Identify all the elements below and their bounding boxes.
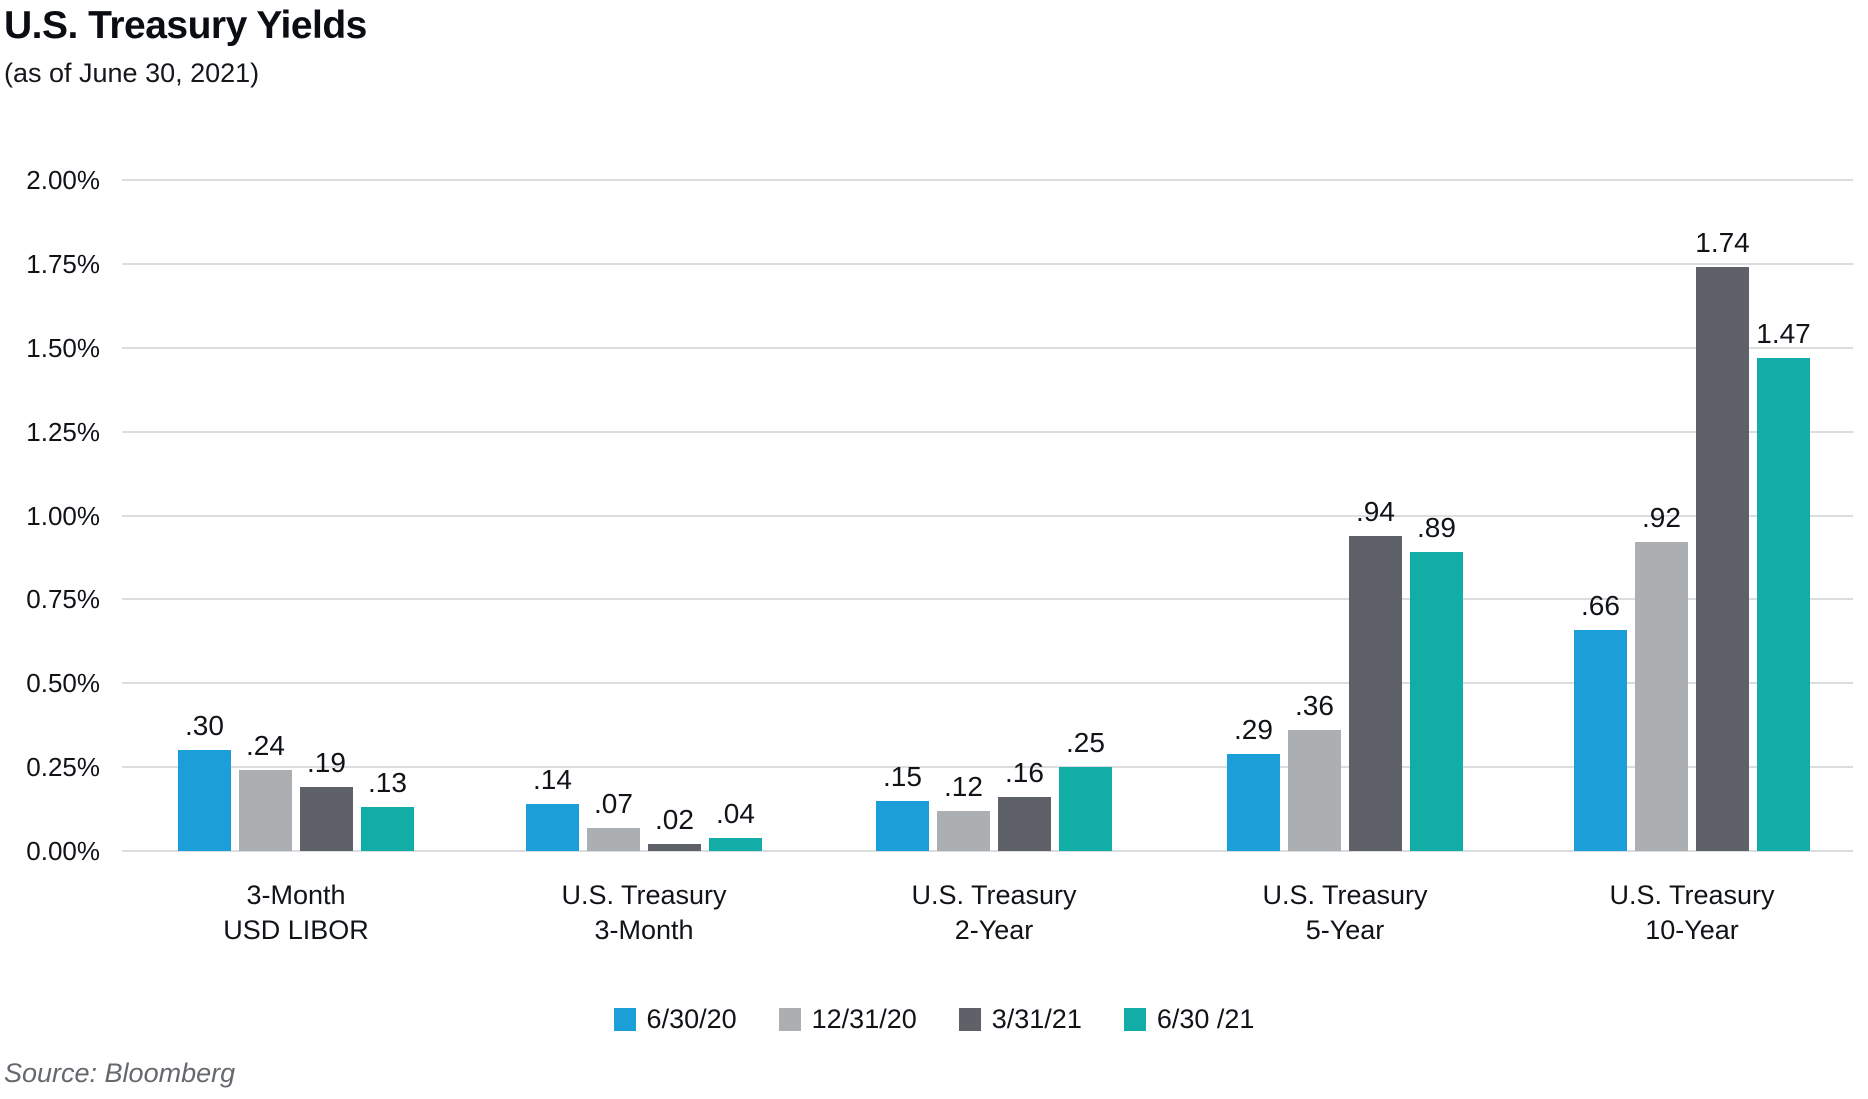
bar-63021-group2 [709,837,762,851]
bar-value-label: .15 [883,760,922,792]
bar-value-label: .36 [1295,690,1334,722]
gridline [122,262,1853,265]
bar-123120-group2 [587,827,640,851]
bar-value-label: 1.47 [1756,317,1811,349]
legend-label: 3/31/21 [991,1003,1082,1034]
bar-33121-group3 [998,797,1051,851]
x-axis-category-label: U.S. Treasury 5-Year [1262,880,1428,945]
y-axis-tick-label: 0.50% [26,668,100,699]
bar-63021-group3 [1059,767,1112,851]
bar-value-label: .25 [1066,727,1105,759]
x-axis-category-label: U.S. Treasury 2-Year [911,880,1077,945]
gridline [122,430,1853,433]
bar-value-label: .02 [655,804,694,836]
legend-label: 6/30/20 [646,1003,737,1034]
bar-value-label: .30 [185,710,224,742]
bar-value-label: .94 [1356,495,1395,527]
gridline [122,346,1853,349]
bar-value-label: .92 [1642,502,1681,534]
legend-label: 12/31/20 [811,1003,917,1034]
y-axis-tick-label: 2.00% [26,165,100,195]
gridline [122,850,1853,852]
bar-123120-group5 [1635,542,1688,851]
bar-value-label: .04 [716,797,755,829]
y-axis-tick-label: 1.50% [26,332,100,363]
bar-value-label: 1.74 [1695,227,1750,259]
legend: 6/30/20 12/31/20 3/31/21 6/30 /21 [0,1002,1868,1036]
bar-63020-group1 [178,750,231,851]
y-axis-tick-label: 0.75% [26,584,100,615]
bar-63021-group5 [1757,357,1810,851]
bar-value-label: .29 [1234,713,1273,745]
bar-value-label: .89 [1417,512,1456,544]
x-axis-category-label: U.S. Treasury 10-Year [1609,880,1775,945]
gridline [122,598,1853,601]
bar-value-label: .12 [944,770,983,802]
legend-swatch-icon [778,1007,801,1031]
y-axis-tick-label: 0.25% [26,752,100,783]
bar-value-label: .16 [1005,757,1044,789]
bar-value-label: .14 [533,764,572,796]
gridline [122,682,1853,685]
bar-63021-group4 [1410,552,1463,851]
gridline [122,766,1853,769]
bar-33121-group2 [648,844,701,851]
bar-value-label: .24 [246,730,285,762]
legend-swatch-icon [613,1007,636,1031]
y-axis-tick-label: 1.75% [26,248,100,279]
bar-value-label: .07 [594,787,633,819]
bar-123120-group4 [1288,730,1341,851]
legend-item: 6/30/20 [613,1003,737,1035]
y-axis-tick-label: 0.00% [26,836,100,866]
legend-item: 3/31/21 [958,1003,1082,1035]
bar-value-label: .66 [1581,589,1620,621]
bar-63020-group4 [1227,753,1280,851]
bar-63020-group5 [1574,629,1627,851]
legend-item: 6/30 /21 [1123,1003,1255,1035]
gridline [122,514,1853,517]
bar-63020-group3 [876,800,929,851]
legend-swatch-icon [958,1007,981,1031]
legend-item: 12/31/20 [778,1003,917,1035]
chart-title: U.S. Treasury Yields [4,4,367,47]
legend-label: 6/30 /21 [1156,1003,1255,1034]
chart-subtitle: (as of June 30, 2021) [4,58,260,88]
bar-33121-group5 [1696,267,1749,851]
y-axis-tick-label: 1.00% [26,500,100,531]
bar-value-label: .13 [368,767,407,799]
x-axis-category-label: U.S. Treasury 3-Month [561,880,727,945]
source-note: Source: Bloomberg [4,1058,236,1088]
bar-33121-group1 [300,787,353,851]
gridline [122,179,1853,181]
x-axis-category-label: 3-Month USD LIBOR [223,880,369,945]
y-axis-tick-label: 1.25% [26,416,100,447]
bar-123120-group3 [937,810,990,851]
legend-swatch-icon [1123,1007,1146,1031]
bar-63021-group1 [361,807,414,851]
bar-63020-group2 [526,804,579,851]
bar-33121-group4 [1349,535,1402,851]
bar-123120-group1 [239,770,292,851]
bar-value-label: .19 [307,747,346,779]
